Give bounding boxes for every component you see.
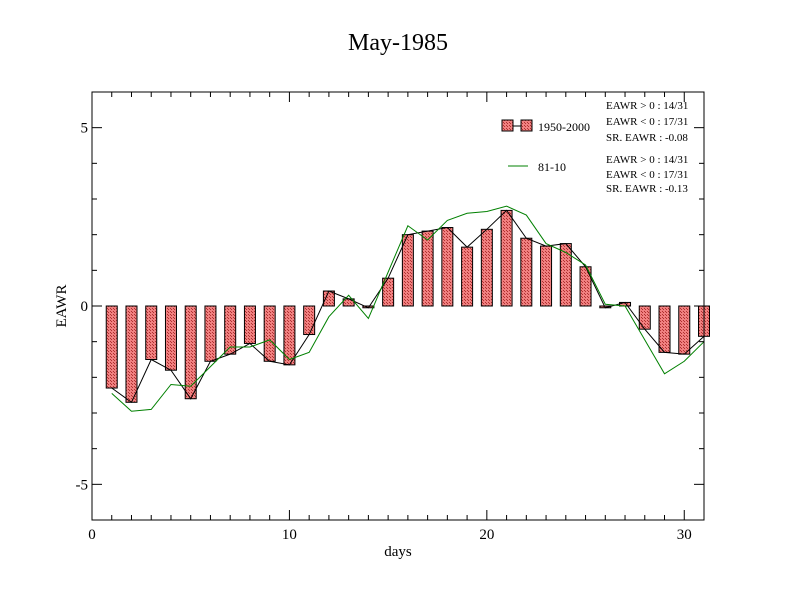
y-tick-label: -5 — [76, 477, 89, 493]
stats-annotations: EAWR > 0 : 14/31 EAWR < 0 : 17/31 SR. EA… — [606, 100, 688, 195]
bar-day-9 — [263, 305, 276, 362]
legend-bar-swatch-left — [501, 119, 514, 132]
legend-label: 81-10 — [538, 160, 566, 174]
bar-day-4 — [164, 305, 177, 371]
bar-day-21 — [500, 209, 513, 307]
stat-line: EAWR < 0 : 17/31 — [606, 116, 688, 128]
legend: 1950-2000 81-10 — [501, 119, 590, 174]
lines-group — [111, 205, 705, 412]
stat-line: SR. EAWR : -0.08 — [606, 132, 688, 144]
stat-line: EAWR < 0 : 17/31 — [606, 169, 688, 181]
x-axis-label: days — [384, 544, 412, 560]
y-tick-label: 5 — [81, 121, 89, 137]
bar-day-29 — [658, 305, 671, 353]
bar-day-20 — [480, 228, 493, 307]
bar-day-19 — [461, 246, 474, 307]
legend-label: 1950-2000 — [538, 120, 590, 134]
bar-day-22 — [520, 237, 533, 307]
legend-bar-swatch-right — [520, 119, 533, 132]
stat-line: EAWR > 0 : 14/31 — [606, 100, 688, 112]
y-tick-label: 0 — [81, 299, 89, 315]
bar-day-8 — [243, 305, 256, 344]
chart-title: May-1985 — [348, 30, 448, 56]
bar-day-16 — [401, 234, 414, 307]
x-tick-label: 0 — [88, 527, 96, 543]
bar-day-5 — [184, 305, 197, 400]
series-line-81-10 — [111, 205, 705, 412]
x-tick-label: 30 — [677, 527, 692, 543]
legend-item-81-10: 81-10 — [508, 160, 566, 174]
bars-group — [105, 209, 710, 403]
x-tick-label: 20 — [479, 527, 494, 543]
series-line-1950-2000 — [111, 209, 705, 404]
bar-day-1 — [105, 305, 118, 389]
bar-day-18 — [441, 227, 454, 307]
legend-item-1950-2000: 1950-2000 — [501, 119, 590, 134]
stat-line: EAWR > 0 : 14/31 — [606, 154, 688, 166]
stat-line: SR. EAWR : -0.13 — [606, 183, 688, 195]
bar-day-28 — [638, 305, 651, 330]
bar-day-11 — [303, 305, 316, 336]
y-axis: -5 0 5 — [76, 91, 704, 521]
bar-day-17 — [421, 230, 434, 307]
bar-day-6 — [204, 305, 217, 362]
bar-day-2 — [125, 305, 138, 403]
y-axis-label: EAWR — [54, 285, 70, 328]
x-tick-label: 10 — [282, 527, 297, 543]
bar-day-3 — [145, 305, 158, 360]
bar-day-23 — [540, 245, 553, 307]
bar-day-30 — [678, 305, 691, 355]
x-axis: 0 10 20 30 — [88, 92, 705, 543]
